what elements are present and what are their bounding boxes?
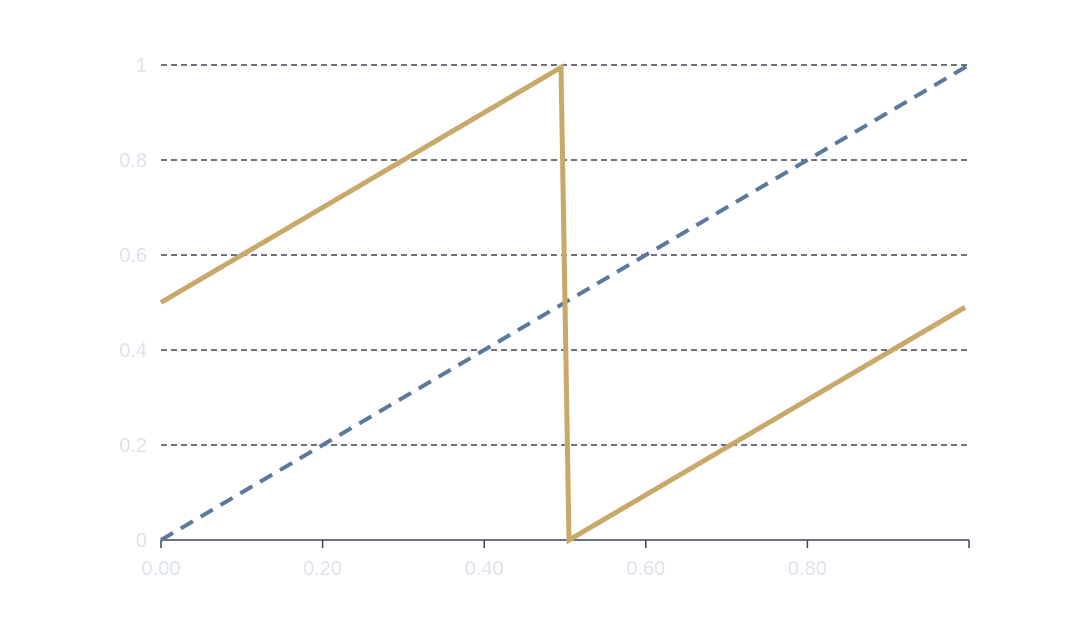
x-tick-label: 0.80	[788, 558, 827, 580]
x-tick-label: 0.00	[142, 558, 181, 580]
x-tick-label: 0.20	[303, 558, 342, 580]
y-tick-label: 0.6	[119, 245, 147, 267]
x-tick-label: 0.60	[626, 558, 665, 580]
axes	[160, 539, 970, 548]
y-tick-label: 0.4	[119, 340, 147, 362]
y-tick-label: 0.8	[119, 150, 147, 172]
series-line-1	[159, 63, 967, 545]
y-tick-label: 0.2	[119, 435, 147, 457]
y-tick-label: 1	[136, 55, 147, 77]
series-group	[159, 63, 971, 545]
y-tick-label: 0	[136, 530, 147, 552]
tick-labels: 0.00 0.20 0.40 0.60 0.80 0 0.2 0.4 0.6 0.8 1	[119, 55, 827, 580]
x-tick-label: 0.40	[465, 558, 504, 580]
